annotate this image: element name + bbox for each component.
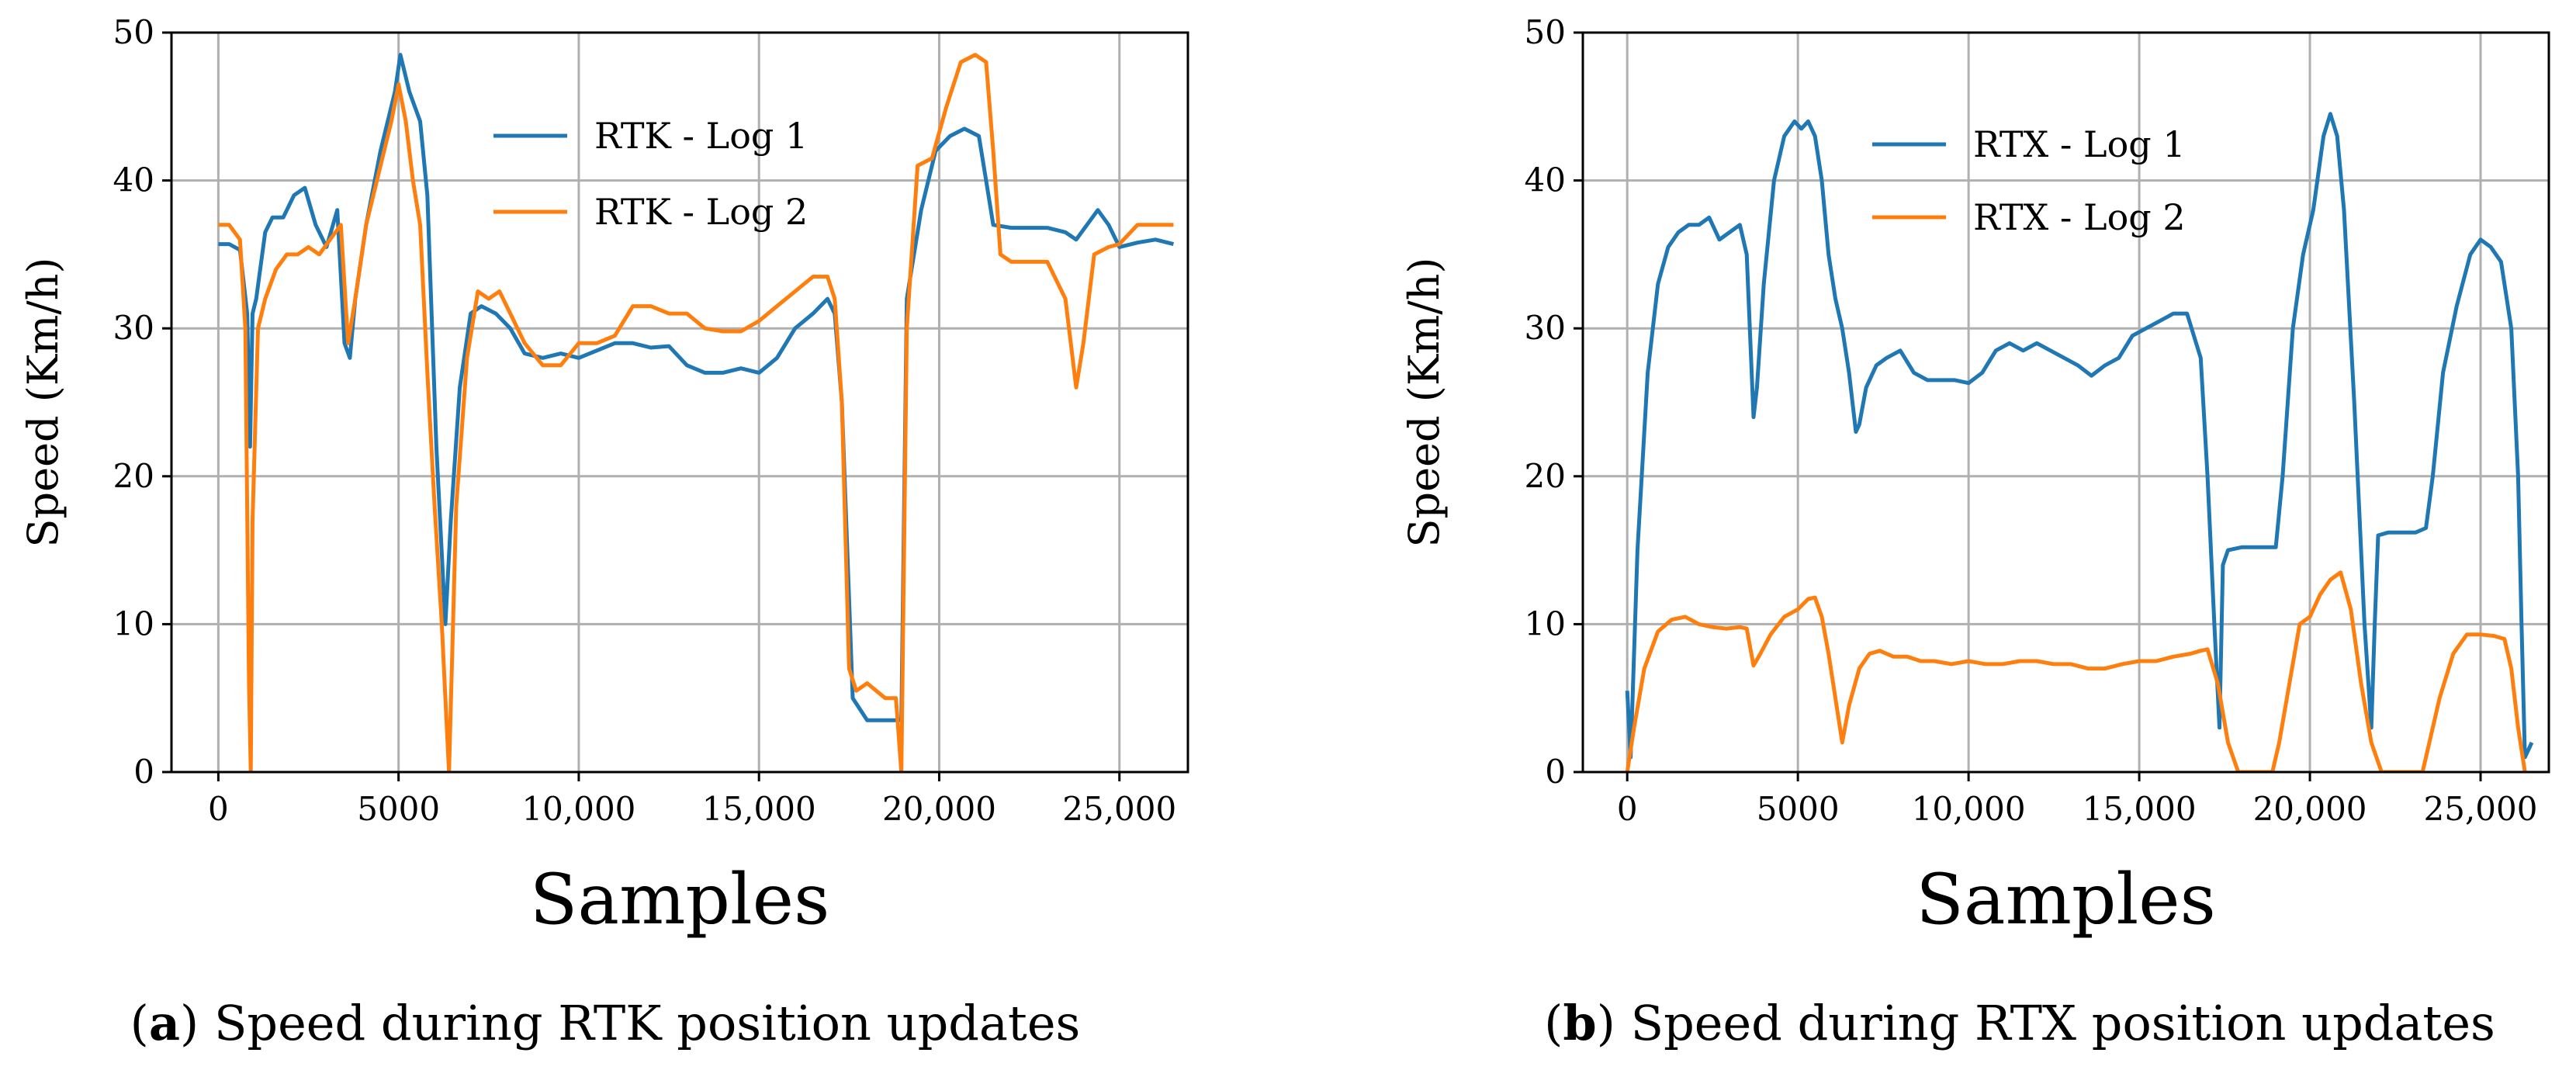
x-tick-label-0: 0 bbox=[208, 790, 229, 828]
chart-panel-b: 0 5000 10,000 15,000 20,000 25,000 0 10 20 30 40 50… bbox=[1400, 13, 2550, 1051]
axis-ticks: 0 5000 10,000 15,000 20,000 25,000 0 10 20 30 40 50 bbox=[1525, 13, 2538, 828]
y-tick-label-3: 30 bbox=[1525, 309, 1566, 347]
x-tick-label-0: 0 bbox=[1617, 790, 1638, 828]
y-tick-label-1: 10 bbox=[1525, 604, 1566, 642]
series-line-2 bbox=[1625, 570, 2527, 772]
plot-frame bbox=[170, 31, 1189, 774]
y-tick-label-0: 0 bbox=[1545, 753, 1566, 791]
series-line-2 bbox=[218, 53, 1174, 772]
y-tick-label-5: 50 bbox=[113, 13, 154, 51]
x-tick-label-1: 5000 bbox=[357, 790, 440, 828]
caption-body: Speed during RTX position updates bbox=[1631, 995, 2495, 1051]
series-line-1 bbox=[218, 53, 1175, 722]
x-tick-label-3: 15,000 bbox=[702, 790, 816, 828]
x-tick-label-1: 5000 bbox=[1757, 790, 1840, 828]
legend-label-series-2: RTX - Log 2 bbox=[1973, 196, 2186, 238]
plot-frame bbox=[1581, 31, 2550, 774]
caption: (b) Speed during RTX position updates bbox=[1544, 995, 2495, 1051]
legend: RTX - Log 1 RTX - Log 2 bbox=[1872, 123, 2186, 238]
y-axis-label: Speed (Km/h) bbox=[19, 258, 68, 548]
legend: RTK - Log 1 RTK - Log 2 bbox=[493, 115, 808, 233]
caption-panel-letter: a bbox=[149, 995, 180, 1051]
legend-label-series-2: RTK - Log 2 bbox=[594, 191, 808, 233]
legend-label-series-1: RTX - Log 1 bbox=[1973, 123, 2186, 165]
caption: (a) Speed during RTK position updates bbox=[130, 995, 1081, 1051]
x-tick-label-5: 25,000 bbox=[1062, 790, 1176, 828]
x-axis-label: Samples bbox=[1916, 859, 2216, 940]
y-tick-label-1: 10 bbox=[113, 604, 154, 642]
y-tick-label-2: 20 bbox=[1525, 457, 1566, 495]
y-tick-label-3: 30 bbox=[113, 309, 154, 347]
x-tick-label-5: 25,000 bbox=[2424, 790, 2538, 828]
series-lines bbox=[218, 53, 1175, 772]
legend-label-series-1: RTK - Log 1 bbox=[594, 115, 808, 157]
axis-ticks: 0 5000 10,000 15,000 20,000 25,000 0 10 20 30 40 50 bbox=[113, 13, 1177, 828]
x-tick-label-4: 20,000 bbox=[2253, 790, 2367, 828]
chart-panel-a: 0 5000 10,000 15,000 20,000 25,000 0 10 20 30 40 50… bbox=[19, 13, 1189, 1051]
x-tick-label-3: 15,000 bbox=[2083, 790, 2197, 828]
y-axis-label: Speed (Km/h) bbox=[1400, 258, 1449, 548]
y-tick-label-2: 20 bbox=[113, 457, 154, 495]
x-tick-label-2: 10,000 bbox=[521, 790, 635, 828]
x-tick-label-4: 20,000 bbox=[882, 790, 996, 828]
y-tick-label-4: 40 bbox=[1525, 161, 1566, 199]
x-tick-label-2: 10,000 bbox=[1912, 790, 2026, 828]
series-lines bbox=[1625, 112, 2534, 772]
y-tick-label-0: 0 bbox=[133, 753, 154, 791]
series-line-1 bbox=[1625, 112, 2534, 760]
y-tick-label-5: 50 bbox=[1525, 13, 1566, 51]
y-tick-label-4: 40 bbox=[113, 161, 154, 199]
caption-panel-letter: b bbox=[1563, 995, 1596, 1051]
x-axis-label: Samples bbox=[530, 859, 830, 940]
caption-body: Speed during RTK position updates bbox=[214, 995, 1080, 1051]
